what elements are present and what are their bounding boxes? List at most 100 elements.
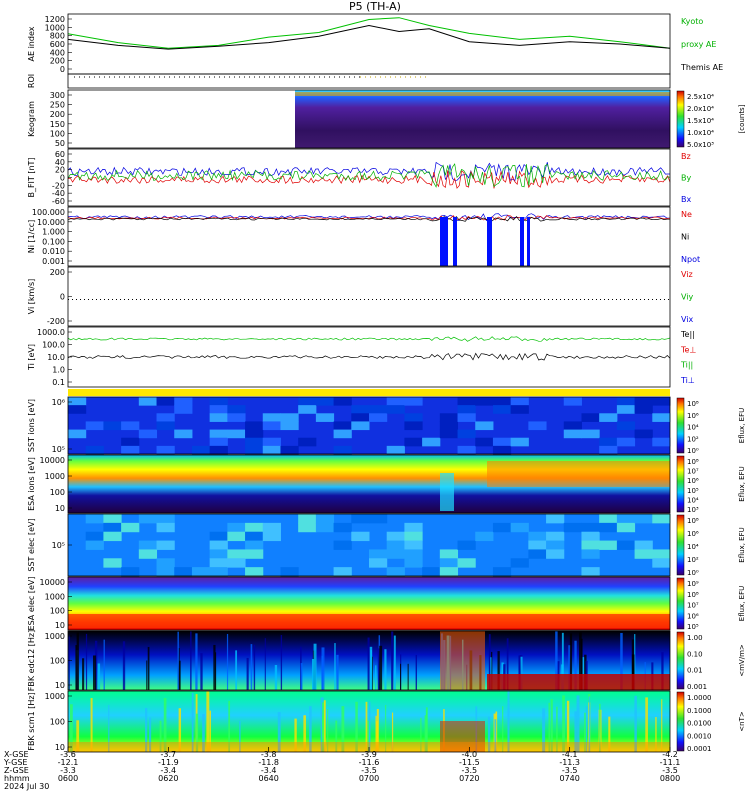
fbk_b-stripe [661, 699, 663, 752]
sst_i-pixel [85, 421, 104, 431]
fbk_e-stripe [82, 658, 85, 690]
esa_i-frame [67, 454, 671, 514]
fbk_e-stripe [264, 638, 266, 690]
esa-e-low-band [68, 614, 670, 628]
fbk_e-stripe [367, 637, 370, 690]
sst_i-pixel [351, 405, 370, 414]
fbk_e-stripe [92, 655, 96, 690]
sst_i-pixel [262, 421, 281, 431]
colorbar-tick-sst_i: 10⁸ [687, 400, 699, 408]
colorbar-esa_e [676, 577, 685, 630]
ytick-bfit: 20 [55, 166, 65, 175]
xtick-y: -11.6 [359, 758, 380, 767]
keogram-frame [67, 89, 671, 149]
colorbar-tick-esa_i: 10³ [687, 506, 699, 514]
xrow-label: hhmm [4, 774, 30, 783]
ylabel-roi: ROI [27, 74, 36, 88]
sst_e-pixel [245, 567, 264, 577]
sst_e-pixel [599, 514, 618, 524]
sst_e-pixel [245, 540, 264, 550]
fbk_b-stripe [645, 697, 648, 752]
sst_e-pixel [298, 514, 317, 524]
colorbar-unit-esa_e: Eflux, EFU [738, 586, 746, 621]
legend-ni: Ni [681, 233, 689, 242]
sst_i-pixel [386, 397, 405, 406]
legend-bfit: Bx [681, 195, 691, 204]
fbk_b-stripe [294, 718, 297, 752]
fbk_e-stripe [582, 657, 585, 690]
fbk_e-stripe [497, 651, 500, 690]
xtick-t: 0800 [660, 774, 680, 783]
fbk_b-stripe [323, 700, 326, 752]
sst_e-pixel [103, 558, 122, 568]
xtick-y: -12.1 [58, 758, 79, 767]
ytick-ti: 10.0 [47, 353, 65, 362]
sst_i-pixel [227, 405, 246, 414]
legend-bfit: Bz [681, 152, 691, 161]
fbk_e-stripe [631, 654, 635, 690]
fbk_b-stripe [576, 695, 580, 752]
fbk_e-stripe [555, 631, 558, 690]
colorbar-tick-fbk_b: 0.0010 [687, 732, 712, 740]
sst_e-pixel [404, 540, 423, 550]
fbk_e-stripe [400, 663, 402, 690]
sst_i-pixel [280, 445, 299, 455]
fbk_e-stripe [334, 643, 336, 690]
xrow-label: Z-GSE [4, 766, 29, 775]
sst_e-pixel [369, 558, 388, 568]
fbk_b-stripe [367, 720, 370, 752]
ytick-esa_i: 1000 [45, 472, 65, 481]
xtick-t: 0620 [158, 774, 178, 783]
colorbar-esa_i [676, 455, 685, 513]
legend-ti: Ti|| [680, 361, 693, 370]
xtick-x: -3.9 [361, 750, 377, 759]
sst_i-pixel [422, 437, 441, 447]
colorbar-tick-sst_e: 10² [687, 556, 699, 564]
sst_i-pixel [404, 437, 423, 447]
fbk_e-stripe [146, 660, 148, 690]
sst_i-pixel [439, 429, 459, 439]
ytick-ae: 0 [60, 65, 65, 74]
sst_e-pixel [227, 549, 246, 559]
sst_i-pixel [85, 445, 104, 455]
fbk_e-stripe [250, 644, 253, 690]
fbk_b-stripe [385, 704, 387, 752]
separator-band [68, 389, 670, 396]
ytick-fbk_b: 10 [55, 743, 65, 752]
sst_e-pixel [227, 531, 246, 542]
sst_e-pixel [581, 567, 600, 577]
fbk_b-stripe [195, 713, 199, 752]
legend-ae: Kyoto [681, 17, 703, 26]
ae-series-0 [67, 17, 671, 49]
fbk_e-stripe [235, 650, 238, 690]
fbk_b-stripe [655, 717, 657, 752]
sst_e-pixel [634, 514, 653, 524]
fbk_e-stripe [506, 638, 509, 690]
colorbar-tick-fbk_e: 0.001 [687, 683, 707, 691]
sst_e-pixel [652, 558, 671, 568]
sst_e-pixel [581, 549, 600, 559]
colorbar-tick-fbk_e: 0.01 [687, 667, 703, 675]
fbk_b-stripe [209, 710, 211, 752]
xtick-t: 0700 [359, 774, 379, 783]
ylabel-sst_i: SST ions [eV] [27, 399, 36, 452]
ytick-ti: 0.1 [52, 378, 65, 387]
legend-vi: Vix [681, 315, 694, 324]
plot-title: P5 (TH-A) [349, 0, 401, 13]
ytick-ae: 200 [50, 57, 65, 66]
fbk_e-stripe [147, 646, 150, 690]
colorbar-tick-keogram: 5.0x10³ [687, 141, 714, 149]
sst_e-pixel [245, 549, 264, 559]
colorbars: 2.5x10⁴ 2.0x10⁴ 1.5x10⁴ 1.0x10⁴ 5.0x10³ [coun… [676, 90, 746, 753]
sst_i-pixel [174, 429, 193, 439]
ytick-bfit: 60 [55, 150, 65, 159]
fbk_b-stripe [309, 706, 312, 752]
colorbar-tick-fbk_b: 1.0000 [687, 694, 712, 702]
sst_i-pixel [369, 413, 388, 422]
sst_e-pixel [280, 567, 299, 577]
sst_e-pixel [138, 514, 158, 524]
sst_i-pixel [652, 413, 671, 422]
xtick-y: -11.9 [158, 758, 179, 767]
ytick-vi: 200 [50, 268, 65, 277]
fbk_b-stripe [502, 706, 504, 752]
